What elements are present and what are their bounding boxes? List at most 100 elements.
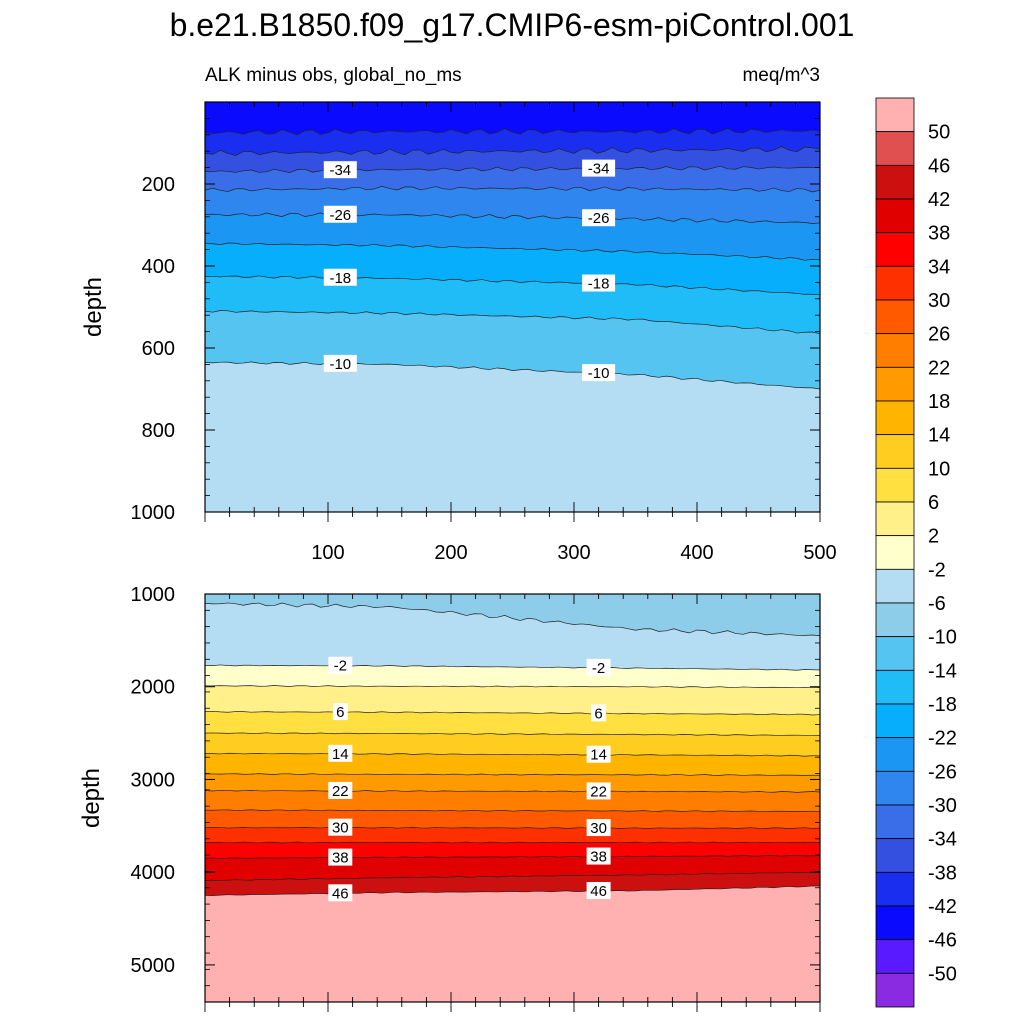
lower-band-8 [205, 809, 820, 829]
colorbar-swatch-9 [875, 400, 915, 436]
lower-band-1 [205, 664, 820, 688]
lower-band-10 [205, 842, 820, 859]
upper-ticks: 200 400 600 800 1000 100 200 300 400 500 [131, 101, 837, 564]
svg-text:-10: -10 [588, 365, 610, 382]
lower-contour-line-7 [204, 789, 821, 793]
svg-text:46: 46 [332, 885, 349, 902]
lower-contour-label-3: 6 [591, 704, 607, 722]
lower-contour-line-4 [204, 732, 821, 736]
colorbar-swatch-2 [875, 164, 915, 200]
lower-y-tick-label-2: 3000 [131, 769, 176, 791]
lower-contour-line-9 [204, 826, 821, 829]
svg-text:22: 22 [590, 783, 607, 800]
svg-text:-18: -18 [329, 270, 351, 287]
svg-text:38: 38 [590, 849, 607, 866]
colorbar-label-21: -34 [928, 829, 957, 851]
colorbar-label-14: -6 [928, 593, 946, 615]
upper-contour-label-7: -10 [582, 364, 616, 382]
lower-contour-label-1: -2 [586, 658, 611, 677]
lower-band-5 [205, 753, 820, 776]
lower-band-9 [205, 827, 820, 844]
lower-contour-label-7: 22 [586, 782, 611, 800]
colorbar-swatch-11 [875, 467, 915, 503]
lower-contour-line-2 [204, 685, 821, 689]
svg-text:-2: -2 [334, 658, 347, 675]
upper-contour-line-5 [204, 242, 821, 261]
upper-band-5 [205, 243, 820, 295]
colorbar-swatch-21 [875, 804, 915, 840]
upper-y-tick-label-3: 800 [142, 420, 175, 442]
colorbar-swatch-20 [875, 770, 915, 806]
colorbar-swatch-19 [875, 737, 915, 772]
lower-contour-label-6: 22 [328, 781, 353, 800]
lower-contour-label-12: 46 [328, 884, 353, 902]
upper-y-tick-label-4: 1000 [131, 502, 176, 524]
lower-band-2 [205, 685, 820, 715]
lower-contour-line-1 [204, 664, 821, 671]
colorbar-swatch-18 [875, 703, 915, 739]
lower-contour-label-11: 38 [586, 847, 611, 866]
lower-contour-line-11 [204, 854, 821, 859]
colorbar-swatch-6 [875, 299, 915, 335]
colorbar-label-10: 10 [928, 458, 950, 480]
colorbar: 50 46 42 38 34 30 26 22 18 14 10 6 2 -2 -6 -10 -14 -18 -22… [875, 97, 957, 1008]
colorbar-label-19: -26 [928, 761, 957, 783]
colorbar-swatch-1 [875, 131, 915, 166]
upper-contour-label-6: -10 [323, 354, 357, 373]
upper-contour-fill [205, 102, 820, 512]
colorbar-label-20: -30 [928, 795, 957, 817]
upper-y-axis-label: depth [80, 277, 107, 337]
lower-contour-line-8 [204, 809, 821, 812]
colorbar-swatch-17 [875, 669, 915, 705]
lower-band-11 [205, 855, 820, 881]
svg-text:-34: -34 [588, 161, 610, 178]
upper-contour-label-3: -26 [582, 209, 616, 227]
lower-y-tick-label-4: 5000 [131, 955, 176, 977]
upper-contour-line-0 [204, 128, 821, 136]
svg-text:-34: -34 [329, 162, 351, 179]
upper-band-8 [205, 361, 820, 512]
colorbar-label-7: 22 [928, 357, 950, 379]
lower-ticks: 1000 2000 3000 4000 5000 [131, 584, 821, 1012]
lower-contour-label-2: 6 [332, 703, 348, 721]
colorbar-swatch-23 [875, 871, 915, 907]
lower-band-top [205, 594, 820, 636]
lower-contour-label-13: 46 [586, 882, 611, 900]
upper-contour-line-6 [204, 275, 821, 296]
svg-text:6: 6 [336, 704, 344, 721]
colorbar-swatch-24 [875, 905, 915, 941]
colorbar-label-2: 42 [928, 189, 950, 211]
upper-band-2 [205, 166, 820, 192]
colorbar-swatch-15 [875, 602, 915, 638]
upper-contour-label-1: -34 [582, 159, 616, 178]
svg-text:14: 14 [590, 747, 607, 764]
upper-x-tick-label-2: 300 [557, 542, 590, 564]
colorbar-label-18: -22 [928, 728, 957, 750]
upper-x-tick-label-0: 100 [311, 542, 344, 564]
lower-band-7 [205, 790, 820, 812]
colorbar-swatch-0 [875, 97, 915, 133]
upper-y-tick-label-0: 200 [142, 174, 175, 196]
colorbar-label-15: -10 [928, 627, 957, 649]
colorbar-label-16: -14 [928, 660, 957, 682]
upper-contour-label-4: -18 [323, 268, 357, 287]
lower-contour-labels: -2 -2 6 6 14 14 22 22 30 30 38 38 46 46 [328, 656, 611, 902]
upper-x-tick-label-3: 400 [680, 542, 713, 564]
lower-band-13 [205, 885, 820, 1002]
colorbar-swatch-13 [875, 535, 915, 570]
colorbar-swatch-26 [875, 972, 915, 1008]
upper-contour-lines [204, 128, 821, 390]
upper-contour-labels: -34 -34 -26 -26 -18 -18 -10 -10 [323, 159, 616, 382]
colorbar-label-8: 18 [928, 391, 950, 413]
upper-contour-label-2: -26 [323, 205, 357, 224]
svg-text:14: 14 [332, 746, 349, 763]
lower-contour-label-5: 14 [586, 745, 611, 764]
lower-contour-fill [205, 594, 820, 1002]
colorbar-label-24: -46 [928, 930, 957, 952]
subtitle-left: ALK minus obs, global_no_ms [205, 65, 462, 86]
svg-text:30: 30 [332, 820, 349, 837]
lower-contour-label-0: -2 [328, 656, 353, 675]
colorbar-swatch-10 [875, 434, 915, 469]
svg-text:38: 38 [332, 850, 349, 867]
colorbar-swatch-5 [875, 265, 915, 301]
